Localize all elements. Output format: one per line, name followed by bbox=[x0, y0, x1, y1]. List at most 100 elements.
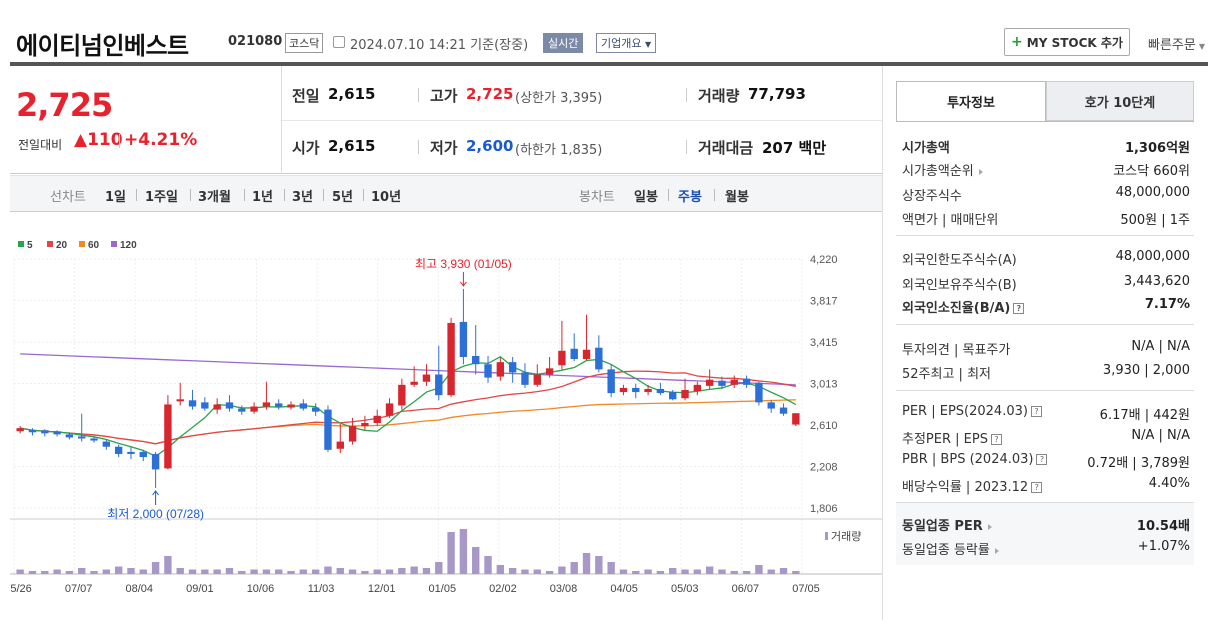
volume-label: 거래량 bbox=[698, 87, 740, 105]
candle-body bbox=[114, 446, 123, 454]
divider bbox=[896, 121, 1194, 122]
divider bbox=[882, 66, 883, 620]
price-chart[interactable]: 4,220 3,817 3,415 3,013 2,610 2,208 1,806 05/26… bbox=[4, 214, 882, 620]
row-sector-change: 동일업종 등락률 +1.07% bbox=[902, 539, 1190, 558]
tab-order-book[interactable]: 호가 10단계 bbox=[1046, 81, 1194, 121]
help-icon[interactable]: ? bbox=[1013, 303, 1025, 314]
candle-body bbox=[582, 349, 591, 360]
stock-code: 021080 bbox=[228, 34, 283, 49]
candle-chart-label: 봉차트 bbox=[579, 190, 615, 205]
volume-bar bbox=[632, 571, 640, 574]
dropdown-caret-icon: ▼ bbox=[644, 40, 652, 49]
x-tick-label: 10/06 bbox=[247, 583, 275, 595]
foreign-ratio-label: 외국인소진율(B/A) bbox=[902, 301, 1011, 316]
help-icon[interactable]: ? bbox=[1036, 454, 1048, 465]
x-tick-label: 07/07 bbox=[65, 583, 93, 595]
current-price-box: 2,725 전일대비 ▲110 +4.21% bbox=[10, 66, 282, 174]
period-3y[interactable]: 3년 bbox=[292, 190, 314, 205]
prev-close-value: 2,615 bbox=[328, 85, 376, 103]
candle-body bbox=[164, 404, 172, 469]
low-value: 2,600 bbox=[466, 137, 514, 155]
candle-body bbox=[508, 362, 517, 373]
divider bbox=[282, 120, 882, 121]
x-tick-label: 12/01 bbox=[368, 583, 396, 595]
volume-bar bbox=[693, 569, 702, 574]
quick-order-button[interactable]: 빠른주문 ▼ bbox=[1148, 34, 1205, 53]
candle-body bbox=[755, 382, 763, 403]
realtime-button[interactable]: 실시간 bbox=[543, 33, 584, 53]
period-3m[interactable]: 3개월 bbox=[198, 190, 231, 205]
volume-bar bbox=[361, 571, 369, 574]
change-amount: ▲110 bbox=[74, 130, 123, 150]
market-cap-rank-value: 코스닥 660위 bbox=[1113, 164, 1190, 179]
period-5y[interactable]: 5년 bbox=[332, 190, 354, 205]
chart-period-bar: 선차트 1일 1주일 3개월 1년 3년 5년 10년 봉차트 일봉 주봉 월봉 bbox=[10, 175, 882, 212]
low-annotation: 최저 2,000 (07/28) bbox=[107, 507, 204, 521]
volume-bar bbox=[730, 571, 738, 574]
period-weekly[interactable]: 주봉 bbox=[678, 190, 702, 205]
volume-bar bbox=[767, 569, 775, 574]
volume-bar bbox=[78, 568, 86, 574]
period-10y[interactable]: 10년 bbox=[371, 190, 402, 205]
tab-invest-info[interactable]: 투자정보 bbox=[896, 81, 1046, 121]
x-tick-label: 01/05 bbox=[429, 583, 457, 595]
current-price: 2,725 bbox=[16, 86, 113, 124]
candle-body bbox=[287, 404, 295, 408]
candle-body bbox=[398, 384, 406, 406]
pbr-value: 0.72배 | 3,789원 bbox=[1087, 456, 1190, 471]
period-monthly[interactable]: 월봉 bbox=[725, 190, 749, 205]
candle-body bbox=[90, 438, 98, 441]
opinion-value: N/A | N/A bbox=[1131, 339, 1190, 354]
volume-bar bbox=[16, 569, 24, 574]
volume-bar bbox=[422, 568, 431, 574]
candle-body bbox=[595, 347, 603, 370]
opinion-label: 투자의견 | 목표주가 bbox=[902, 343, 1011, 358]
candle-body bbox=[718, 380, 726, 386]
divider bbox=[896, 235, 1194, 236]
volume-bar bbox=[225, 568, 234, 574]
row-sector-per: 동일업종 PER 10.54배 bbox=[902, 515, 1190, 534]
divider bbox=[119, 134, 120, 148]
row-opinion: 투자의견 | 목표주가 N/A | N/A bbox=[902, 339, 1190, 358]
divider bbox=[190, 189, 191, 201]
help-icon[interactable]: ? bbox=[990, 434, 1002, 445]
divider bbox=[363, 189, 364, 201]
x-tick-label: 02/02 bbox=[489, 583, 517, 595]
help-icon[interactable]: ? bbox=[1031, 482, 1043, 493]
change-label: 전일대비 bbox=[18, 138, 63, 152]
volume-bar bbox=[139, 569, 147, 574]
row-dividend: 배당수익률 | 2023.12? 4.40% bbox=[902, 476, 1190, 495]
help-icon[interactable]: ? bbox=[1030, 406, 1042, 417]
volume-bar bbox=[287, 571, 295, 574]
volume-bar bbox=[558, 566, 566, 574]
candle-body bbox=[385, 403, 394, 416]
row-52week: 52주최고 | 최저 3,930 | 2,000 bbox=[902, 363, 1190, 382]
clock-icon bbox=[333, 36, 345, 48]
company-overview-button[interactable]: 기업개요 ▼ bbox=[596, 33, 657, 53]
low-arrowhead-icon bbox=[152, 490, 159, 496]
volume-bar bbox=[164, 556, 172, 574]
volume-bar bbox=[669, 568, 677, 574]
sector-change-value: +1.07% bbox=[1137, 539, 1190, 554]
candle-body bbox=[250, 406, 258, 412]
price-summary: 2,725 전일대비 ▲110 +4.21% 전일 2,615 시가 2,615… bbox=[10, 66, 882, 174]
legend-label: 20 bbox=[56, 240, 68, 251]
y-tick-label: 4,220 bbox=[810, 254, 838, 266]
candle-body bbox=[607, 369, 615, 394]
divider bbox=[896, 324, 1194, 325]
period-1w[interactable]: 1주일 bbox=[145, 190, 178, 205]
period-1d[interactable]: 1일 bbox=[105, 190, 127, 205]
x-tick-label: 09/01 bbox=[186, 583, 214, 595]
candle-body bbox=[730, 379, 738, 385]
my-stock-add-button[interactable]: + MY STOCK 추가 bbox=[1004, 28, 1130, 56]
period-daily[interactable]: 일봉 bbox=[634, 190, 658, 205]
pbr-label: PBR | BPS (2024.03) bbox=[902, 452, 1034, 467]
divider bbox=[418, 88, 419, 102]
period-1y[interactable]: 1년 bbox=[252, 190, 274, 205]
open-label: 시가 bbox=[292, 139, 320, 157]
change-amount-value: 110 bbox=[87, 130, 123, 150]
volume-bar bbox=[459, 529, 468, 574]
foreign-ratio-value: 7.17% bbox=[1144, 297, 1190, 312]
volume-bar bbox=[65, 571, 74, 574]
candle-body bbox=[693, 384, 702, 392]
